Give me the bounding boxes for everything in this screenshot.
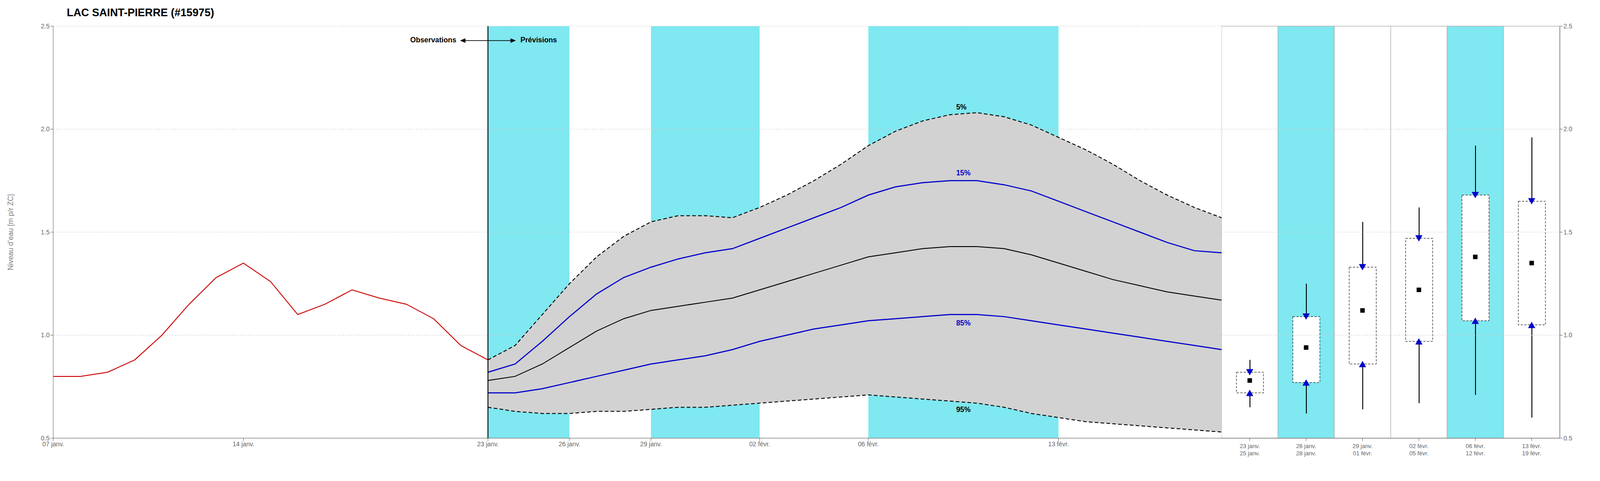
svg-text:1.5: 1.5: [1563, 228, 1573, 236]
svg-text:1.5: 1.5: [41, 228, 51, 236]
svg-text:85%: 85%: [956, 319, 971, 328]
svg-text:2.0: 2.0: [41, 125, 51, 133]
svg-text:15%: 15%: [956, 169, 971, 177]
svg-text:26 janv.: 26 janv.: [558, 440, 581, 448]
svg-text:2.5: 2.5: [1563, 22, 1573, 30]
svg-text:13 févr.19 févr.: 13 févr.19 févr.: [1521, 442, 1542, 457]
svg-text:Prévisions: Prévisions: [520, 36, 558, 44]
svg-text:0.5: 0.5: [41, 434, 51, 443]
svg-text:23 janv.25 janv.: 23 janv.25 janv.: [1239, 442, 1260, 457]
svg-text:26 janv.28 janv.: 26 janv.28 janv.: [1295, 442, 1317, 457]
svg-text:Observations: Observations: [410, 36, 457, 44]
svg-text:14 janv.: 14 janv.: [232, 440, 255, 448]
svg-text:29 janv.: 29 janv.: [640, 440, 662, 448]
svg-text:1.0: 1.0: [1563, 331, 1573, 339]
svg-text:02 févr.: 02 févr.: [749, 440, 771, 448]
svg-text:06 févr.: 06 févr.: [857, 440, 879, 448]
svg-text:29 janv.01 févr.: 29 janv.01 févr.: [1352, 442, 1373, 457]
svg-text:Niveau d’eau [m p/r ZC]: Niveau d’eau [m p/r ZC]: [6, 194, 15, 271]
svg-text:06 févr.12 févr.: 06 févr.12 févr.: [1465, 442, 1485, 457]
svg-text:13 févr.: 13 févr.: [1048, 440, 1070, 448]
svg-text:2.0: 2.0: [1563, 125, 1573, 133]
svg-text:23 janv.: 23 janv.: [477, 440, 499, 448]
svg-text:5%: 5%: [956, 103, 967, 111]
svg-text:2.5: 2.5: [41, 22, 51, 30]
html-text:LAC SAINT-PIERRE (#15975): LAC SAINT-PIERRE (#15975): [66, 6, 215, 19]
svg-text:0.5: 0.5: [1563, 434, 1573, 443]
svg-text:1.0: 1.0: [41, 331, 51, 339]
svg-text:95%: 95%: [956, 405, 971, 414]
svg-text:02 févr.05 févr.: 02 févr.05 févr.: [1409, 442, 1429, 457]
svg-text:07 janv.: 07 janv.: [42, 440, 65, 448]
